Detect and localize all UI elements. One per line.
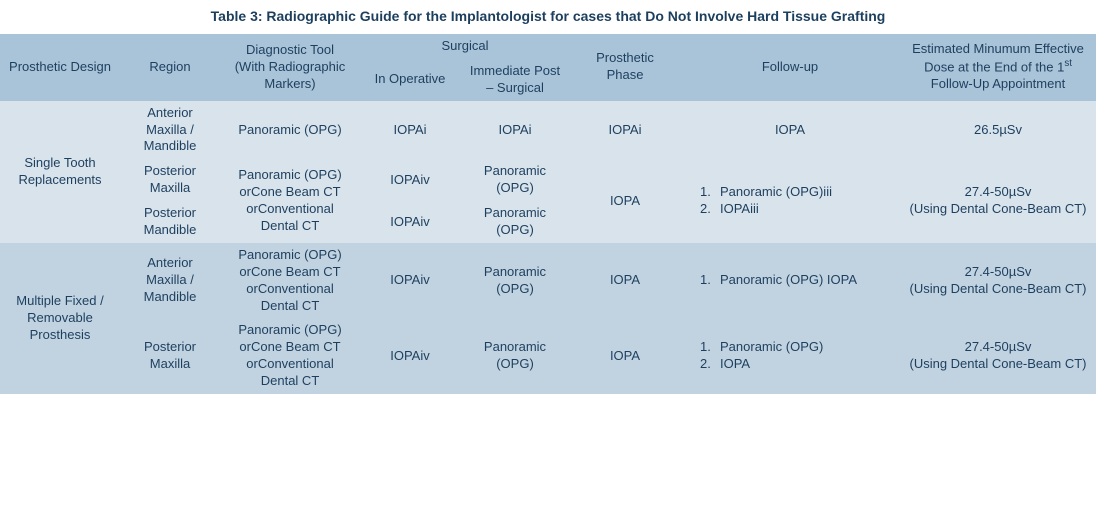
cell-immediate-post: Panoramic (OPG) [460, 243, 570, 319]
radiographic-guide-table: Prosthetic Design Region Diagnostic Tool… [0, 34, 1096, 394]
cell-immediate-post: Panoramic (OPG) [460, 159, 570, 201]
hdr-estimated-dose: Estimated Minumum Effective Dose at the … [900, 34, 1096, 101]
cell-immediate-post: Panoramic (OPG) [460, 201, 570, 243]
cell-in-operative: IOPAiv [360, 243, 460, 319]
hdr-prosthetic-design: Prosthetic Design [0, 34, 120, 101]
hdr-in-operative: In Operative [360, 59, 460, 101]
cell-in-operative: IOPAi [360, 101, 460, 160]
cell-region: Anterior Maxilla / Mandible [120, 243, 220, 319]
hdr-follow-up: Follow-up [680, 34, 900, 101]
table-header: Prosthetic Design Region Diagnostic Tool… [0, 34, 1096, 101]
hdr-surgical: Surgical [360, 34, 570, 59]
hdr-diagnostic-tool: Diagnostic Tool(With Radiographic Marker… [220, 34, 360, 101]
cell-follow-up: 1.Panoramic (OPG)2.IOPA [680, 318, 900, 394]
cell-region: Posterior Maxilla [120, 318, 220, 394]
cell-prosthetic-phase: IOPA [570, 318, 680, 394]
table-body: Single Tooth ReplacementsAnterior Maxill… [0, 101, 1096, 394]
cell-follow-up: 1.Panoramic (OPG)iii2.IOPAiii [680, 159, 900, 243]
cell-follow-up: IOPA [680, 101, 900, 160]
cell-region: Posterior Mandible [120, 201, 220, 243]
cell-diagnostic: Panoramic (OPG) orCone Beam CT orConvent… [220, 318, 360, 394]
table-title: Table 3: Radiographic Guide for the Impl… [0, 0, 1096, 34]
table-row: Single Tooth ReplacementsAnterior Maxill… [0, 101, 1096, 160]
hdr-immediate-post: Immediate Post – Surgical [460, 59, 570, 101]
cell-prosthetic-design: Single Tooth Replacements [0, 101, 120, 243]
cell-diagnostic: Panoramic (OPG) [220, 101, 360, 160]
cell-dose: 27.4-50µSv(Using Dental Cone-Beam CT) [900, 318, 1096, 394]
cell-dose: 26.5µSv [900, 101, 1096, 160]
table-row: Posterior MaxillaPanoramic (OPG) orCone … [0, 318, 1096, 394]
cell-prosthetic-phase: IOPA [570, 243, 680, 319]
cell-region: Anterior Maxilla / Mandible [120, 101, 220, 160]
table-row: Multiple Fixed / Removable ProsthesisAnt… [0, 243, 1096, 319]
cell-prosthetic-design: Multiple Fixed / Removable Prosthesis [0, 243, 120, 394]
cell-prosthetic-phase: IOPA [570, 159, 680, 243]
cell-immediate-post: IOPAi [460, 101, 570, 160]
cell-in-operative: IOPAiv [360, 318, 460, 394]
cell-diagnostic: Panoramic (OPG) orCone Beam CT orConvent… [220, 243, 360, 319]
cell-prosthetic-phase: IOPAi [570, 101, 680, 160]
hdr-region: Region [120, 34, 220, 101]
table-container: Table 3: Radiographic Guide for the Impl… [0, 0, 1096, 394]
cell-in-operative: IOPAiv [360, 159, 460, 201]
cell-in-operative: IOPAiv [360, 201, 460, 243]
cell-immediate-post: Panoramic (OPG) [460, 318, 570, 394]
cell-dose: 27.4-50µSv(Using Dental Cone-Beam CT) [900, 159, 1096, 243]
cell-region: Posterior Maxilla [120, 159, 220, 201]
table-row: Posterior MaxillaPanoramic (OPG) orCone … [0, 159, 1096, 201]
hdr-prosthetic-phase: Prosthetic Phase [570, 34, 680, 101]
cell-diagnostic: Panoramic (OPG) orCone Beam CT orConvent… [220, 159, 360, 243]
cell-dose: 27.4-50µSv(Using Dental Cone-Beam CT) [900, 243, 1096, 319]
cell-follow-up: 1.Panoramic (OPG) IOPA [680, 243, 900, 319]
